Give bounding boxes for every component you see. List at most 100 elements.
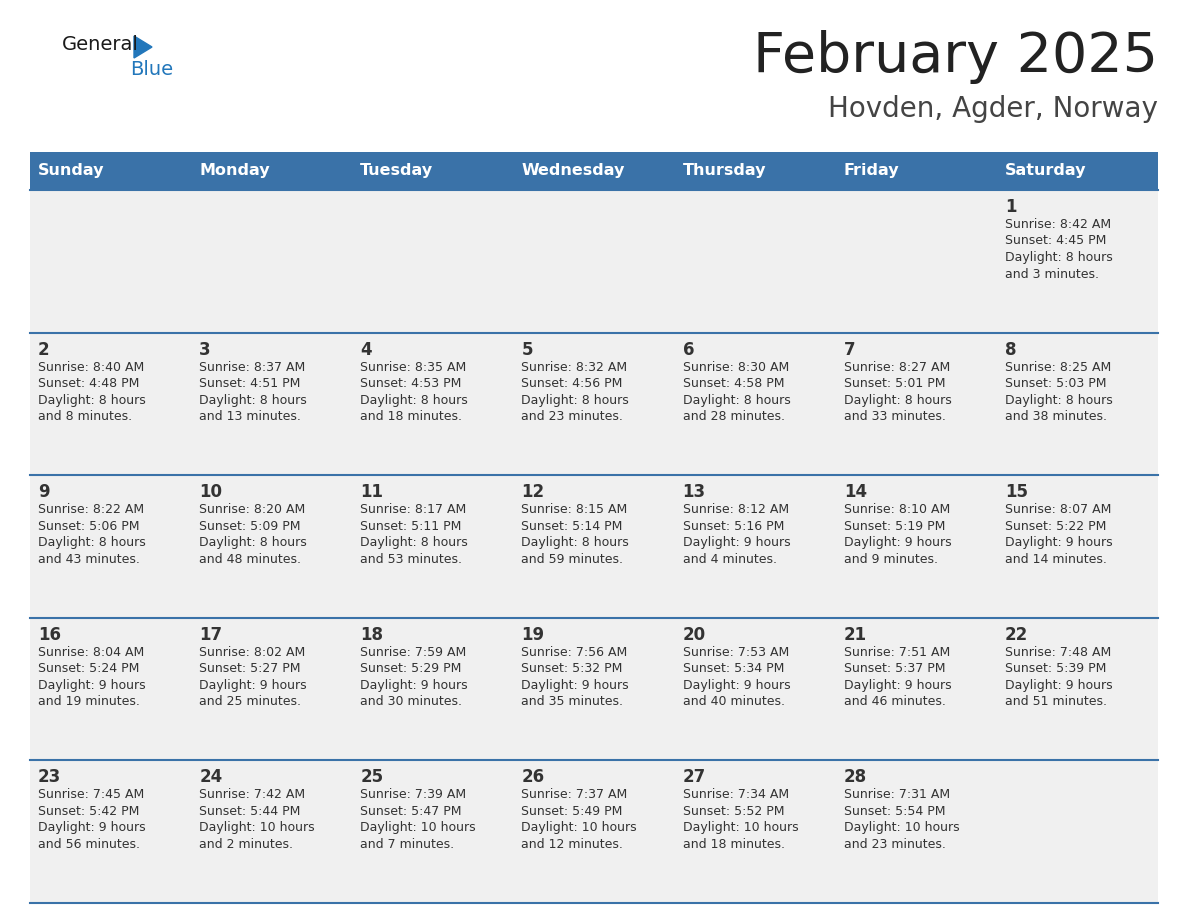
Text: Sunset: 5:11 PM: Sunset: 5:11 PM (360, 520, 462, 532)
Text: Sunset: 4:56 PM: Sunset: 4:56 PM (522, 377, 623, 390)
Text: 10: 10 (200, 483, 222, 501)
Text: Sunset: 5:37 PM: Sunset: 5:37 PM (843, 662, 946, 676)
Bar (191, 760, 353, 903)
Text: Sunrise: 8:27 AM: Sunrise: 8:27 AM (843, 361, 950, 374)
Text: Daylight: 8 hours: Daylight: 8 hours (1005, 394, 1113, 407)
Text: Sunset: 5:24 PM: Sunset: 5:24 PM (38, 662, 139, 676)
Bar (997, 332, 1158, 476)
Text: Sunrise: 7:59 AM: Sunrise: 7:59 AM (360, 645, 467, 659)
Text: and 2 minutes.: and 2 minutes. (200, 838, 293, 851)
Text: 18: 18 (360, 626, 384, 644)
Text: Sunrise: 8:40 AM: Sunrise: 8:40 AM (38, 361, 144, 374)
Text: and 9 minutes.: and 9 minutes. (843, 553, 937, 565)
Text: Sunrise: 7:31 AM: Sunrise: 7:31 AM (843, 789, 950, 801)
Text: Sunrise: 8:42 AM: Sunrise: 8:42 AM (1005, 218, 1111, 231)
Text: Sunrise: 8:02 AM: Sunrise: 8:02 AM (200, 645, 305, 659)
Text: Daylight: 8 hours: Daylight: 8 hours (1005, 251, 1113, 264)
Bar (997, 618, 1158, 760)
Text: Sunset: 5:47 PM: Sunset: 5:47 PM (360, 805, 462, 818)
Text: and 7 minutes.: and 7 minutes. (360, 838, 455, 851)
Text: and 4 minutes.: and 4 minutes. (683, 553, 777, 565)
Text: Daylight: 8 hours: Daylight: 8 hours (522, 536, 630, 549)
Text: Sunset: 5:14 PM: Sunset: 5:14 PM (522, 520, 623, 532)
Bar (835, 618, 997, 760)
Text: Sunset: 5:16 PM: Sunset: 5:16 PM (683, 520, 784, 532)
Text: 27: 27 (683, 768, 706, 787)
Text: and 48 minutes.: and 48 minutes. (200, 553, 301, 565)
Text: 13: 13 (683, 483, 706, 501)
Text: Wednesday: Wednesday (522, 163, 625, 178)
Text: Daylight: 8 hours: Daylight: 8 hours (200, 394, 307, 407)
Text: 4: 4 (360, 341, 372, 359)
Text: 9: 9 (38, 483, 50, 501)
Text: Sunset: 5:39 PM: Sunset: 5:39 PM (1005, 662, 1106, 676)
Text: Daylight: 10 hours: Daylight: 10 hours (522, 822, 637, 834)
Text: Sunrise: 7:51 AM: Sunrise: 7:51 AM (843, 645, 950, 659)
Text: Daylight: 8 hours: Daylight: 8 hours (360, 394, 468, 407)
Text: Daylight: 10 hours: Daylight: 10 hours (683, 822, 798, 834)
Text: Sunrise: 7:53 AM: Sunrise: 7:53 AM (683, 645, 789, 659)
Text: Sunrise: 8:30 AM: Sunrise: 8:30 AM (683, 361, 789, 374)
Text: 16: 16 (38, 626, 61, 644)
Text: Friday: Friday (843, 163, 899, 178)
Text: Sunset: 5:22 PM: Sunset: 5:22 PM (1005, 520, 1106, 532)
Text: Sunrise: 8:35 AM: Sunrise: 8:35 AM (360, 361, 467, 374)
Text: Daylight: 9 hours: Daylight: 9 hours (843, 536, 952, 549)
Text: Sunset: 4:58 PM: Sunset: 4:58 PM (683, 377, 784, 390)
Text: and 33 minutes.: and 33 minutes. (843, 410, 946, 423)
Text: Sunset: 5:54 PM: Sunset: 5:54 PM (843, 805, 946, 818)
Text: and 13 minutes.: and 13 minutes. (200, 410, 301, 423)
Text: and 56 minutes.: and 56 minutes. (38, 838, 140, 851)
Text: Daylight: 9 hours: Daylight: 9 hours (1005, 678, 1112, 692)
Bar (835, 760, 997, 903)
Text: and 43 minutes.: and 43 minutes. (38, 553, 140, 565)
Text: 21: 21 (843, 626, 867, 644)
Bar (30, 760, 191, 903)
Bar (191, 190, 353, 332)
Text: Sunrise: 7:42 AM: Sunrise: 7:42 AM (200, 789, 305, 801)
Text: and 35 minutes.: and 35 minutes. (522, 695, 624, 709)
Bar (835, 332, 997, 476)
Bar (997, 760, 1158, 903)
Text: 14: 14 (843, 483, 867, 501)
Bar (30, 332, 191, 476)
Text: and 59 minutes.: and 59 minutes. (522, 553, 624, 565)
Bar (30, 152, 1158, 190)
Text: Sunset: 5:06 PM: Sunset: 5:06 PM (38, 520, 139, 532)
Bar (30, 618, 191, 760)
Text: Daylight: 9 hours: Daylight: 9 hours (38, 678, 146, 692)
Text: 1: 1 (1005, 198, 1017, 216)
Text: Daylight: 9 hours: Daylight: 9 hours (360, 678, 468, 692)
Text: and 19 minutes.: and 19 minutes. (38, 695, 140, 709)
Text: Sunset: 4:48 PM: Sunset: 4:48 PM (38, 377, 139, 390)
Text: February 2025: February 2025 (753, 30, 1158, 84)
Text: 23: 23 (38, 768, 62, 787)
Bar (353, 476, 513, 618)
Text: Daylight: 9 hours: Daylight: 9 hours (522, 678, 630, 692)
Bar (30, 476, 191, 618)
Text: and 8 minutes.: and 8 minutes. (38, 410, 132, 423)
Text: Sunrise: 8:22 AM: Sunrise: 8:22 AM (38, 503, 144, 516)
Text: Sunset: 5:01 PM: Sunset: 5:01 PM (843, 377, 946, 390)
Text: Sunset: 4:53 PM: Sunset: 4:53 PM (360, 377, 462, 390)
Text: Hovden, Agder, Norway: Hovden, Agder, Norway (828, 95, 1158, 123)
Text: Sunset: 5:34 PM: Sunset: 5:34 PM (683, 662, 784, 676)
Text: Daylight: 8 hours: Daylight: 8 hours (360, 536, 468, 549)
Text: Daylight: 8 hours: Daylight: 8 hours (843, 394, 952, 407)
Text: Sunset: 4:45 PM: Sunset: 4:45 PM (1005, 234, 1106, 248)
Text: Sunset: 5:44 PM: Sunset: 5:44 PM (200, 805, 301, 818)
Text: Thursday: Thursday (683, 163, 766, 178)
Bar (513, 332, 675, 476)
Text: Sunrise: 8:12 AM: Sunrise: 8:12 AM (683, 503, 789, 516)
Text: Sunrise: 7:39 AM: Sunrise: 7:39 AM (360, 789, 467, 801)
Text: Daylight: 10 hours: Daylight: 10 hours (200, 822, 315, 834)
Text: Sunrise: 8:04 AM: Sunrise: 8:04 AM (38, 645, 144, 659)
Bar (513, 618, 675, 760)
Text: 17: 17 (200, 626, 222, 644)
Bar (675, 618, 835, 760)
Text: Blue: Blue (129, 60, 173, 79)
Text: Sunset: 5:19 PM: Sunset: 5:19 PM (843, 520, 946, 532)
Bar (675, 476, 835, 618)
Text: Sunset: 5:52 PM: Sunset: 5:52 PM (683, 805, 784, 818)
Text: Sunrise: 8:15 AM: Sunrise: 8:15 AM (522, 503, 627, 516)
